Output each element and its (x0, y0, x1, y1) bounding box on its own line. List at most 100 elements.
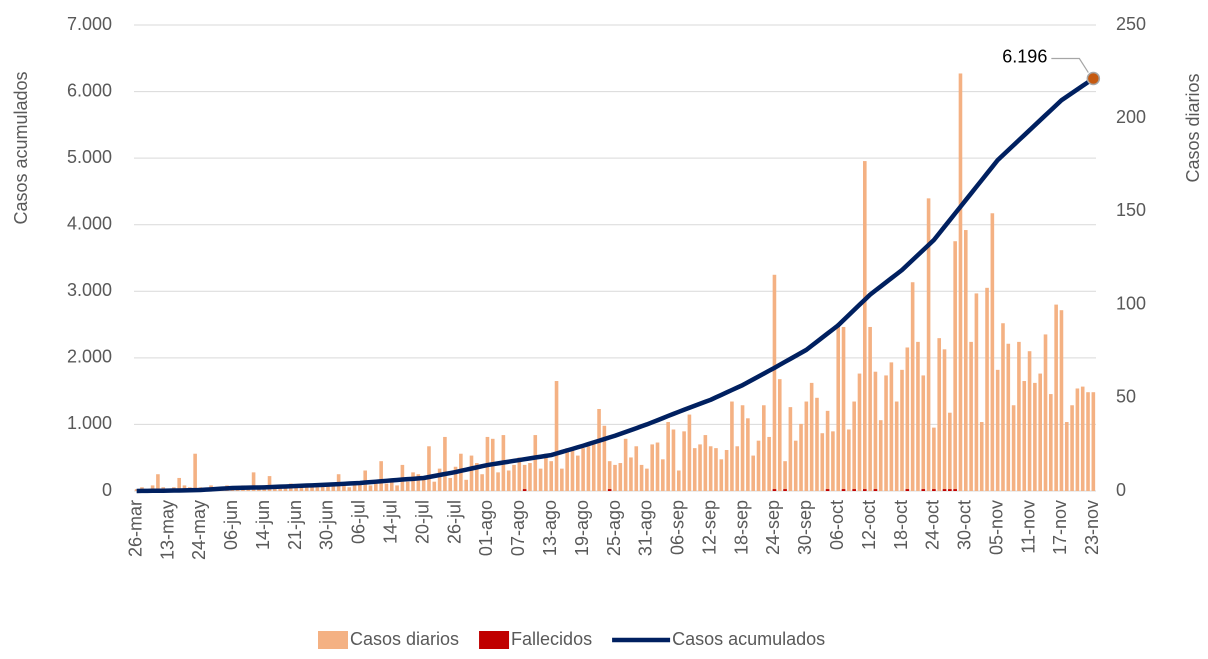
bar (873, 371, 878, 491)
y-tick-label: 0 (102, 480, 112, 500)
bar (528, 463, 532, 491)
bar (480, 474, 484, 491)
bar (921, 375, 926, 491)
bar (522, 489, 527, 491)
bar (512, 464, 516, 491)
bar (836, 323, 841, 491)
x-tick-label: 18-oct (891, 500, 911, 550)
bar (825, 489, 830, 491)
bar (841, 489, 846, 491)
x-tick-label: 13-ago (540, 500, 560, 556)
bar (453, 466, 458, 491)
bar (464, 479, 468, 491)
bar (687, 414, 692, 491)
bar (602, 425, 607, 491)
bar (517, 457, 522, 491)
bar (432, 481, 437, 491)
bar (953, 489, 957, 491)
bar (299, 487, 304, 491)
y-tick-label: 4.000 (67, 213, 112, 233)
bar (1006, 343, 1011, 491)
bar (1001, 323, 1005, 491)
bar (156, 474, 160, 491)
bar (958, 73, 963, 492)
bar (352, 481, 357, 491)
bar (1033, 382, 1037, 491)
bar (847, 429, 851, 491)
bar (841, 326, 846, 491)
y2-tick-label: 0 (1116, 480, 1126, 500)
x-tick-label: 07-ago (508, 500, 528, 556)
bar (708, 446, 713, 491)
bar (793, 440, 798, 491)
bar (730, 401, 734, 491)
bar (427, 446, 431, 491)
x-tick-label: 06-jun (221, 500, 241, 550)
bar (932, 427, 936, 491)
bar (607, 461, 612, 491)
x-tick-label: 20-jul (412, 500, 432, 544)
bar (894, 401, 899, 491)
bar (905, 347, 910, 491)
bar (358, 483, 362, 491)
x-tick-label: 24-oct (923, 500, 943, 550)
x-tick-label: 12-oct (859, 500, 879, 550)
bar (942, 489, 947, 491)
bar (645, 468, 649, 491)
x-tick-label: 31-ago (636, 500, 656, 556)
bar (671, 429, 676, 491)
legend-label: Casos diarios (350, 629, 459, 649)
x-tick-label: 06-jul (349, 500, 369, 544)
bar (1070, 405, 1074, 491)
bar (411, 472, 415, 491)
x-tick-label: 30-sep (795, 500, 815, 555)
bar (825, 410, 830, 491)
bar (990, 213, 995, 491)
bar (1054, 304, 1058, 491)
bar (979, 422, 984, 491)
bar (767, 436, 771, 491)
y-tick-label: 2.000 (67, 347, 112, 367)
bar (820, 433, 825, 491)
bar (395, 485, 399, 491)
bar (852, 401, 856, 491)
y-axis-title: Casos acumulados (11, 71, 31, 224)
bar (783, 489, 787, 491)
bar (698, 444, 702, 491)
bar (623, 438, 628, 491)
bar (1086, 392, 1090, 491)
label-leader (1051, 57, 1089, 73)
x-tick-label: 06-oct (827, 500, 847, 550)
bar (852, 489, 856, 491)
bar (193, 453, 197, 491)
data-label: 6.196 (1002, 46, 1047, 66)
bar (437, 468, 442, 491)
bar (544, 453, 548, 491)
bar (873, 489, 878, 491)
bar (682, 431, 686, 491)
x-tick-label: 21-jun (285, 500, 305, 550)
bar (496, 472, 500, 491)
point-marker (1086, 71, 1101, 86)
bar (575, 455, 580, 491)
x-tick-label: 18-sep (731, 500, 751, 555)
line (136, 76, 1095, 494)
bar (1011, 405, 1016, 491)
bar (878, 420, 883, 491)
bar (416, 474, 421, 491)
bar (1059, 310, 1064, 491)
bar (889, 362, 894, 491)
bar (857, 373, 862, 491)
bar (650, 444, 655, 491)
bar (910, 282, 915, 491)
bar (267, 476, 272, 491)
y-tick-label: 6.000 (67, 80, 112, 100)
bar (618, 463, 623, 491)
bar (969, 341, 973, 491)
bar (581, 448, 585, 491)
bar (942, 349, 947, 491)
x-tick-label: 26-jul (444, 500, 464, 544)
bar (809, 382, 814, 491)
x-tick-label: 06-sep (668, 500, 688, 555)
